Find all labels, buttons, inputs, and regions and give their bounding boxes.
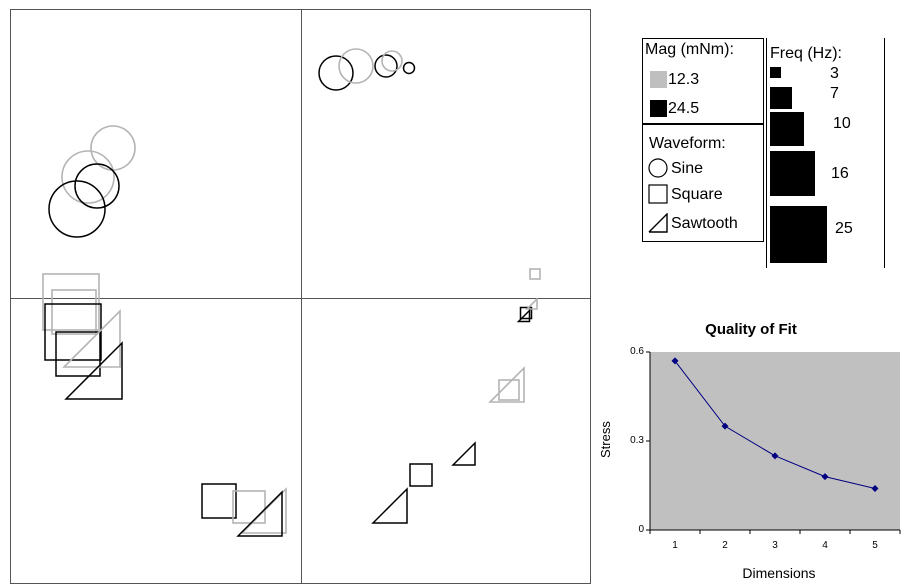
y-axis-label: Stress bbox=[598, 421, 613, 458]
stress-point-dim-3 bbox=[771, 452, 779, 460]
quality-of-fit-chart: Quality of Fit 0 0.3 0.6 1 2 3 4 5 Stres… bbox=[594, 308, 908, 584]
glyph-sine-black-1 bbox=[74, 163, 120, 209]
legend-frequency-right-rule bbox=[884, 38, 885, 268]
legend-waveform-title: Waveform: bbox=[649, 135, 726, 152]
legend-magnitude-swatch-light bbox=[650, 71, 667, 88]
glyph-sine-black-2 bbox=[48, 180, 106, 238]
legend-frequency: Freq (Hz): 3 7 10 16 25 bbox=[766, 38, 885, 268]
glyph-square-gray-3 bbox=[232, 490, 266, 524]
glyph-sine-black-3 bbox=[318, 55, 354, 91]
glyph-sawtooth-gray-3 bbox=[525, 297, 538, 310]
legend-frequency-label-10: 10 bbox=[833, 115, 851, 132]
legend-frequency-title: Freq (Hz): bbox=[770, 45, 842, 62]
legend-frequency-label-16: 16 bbox=[831, 165, 849, 182]
glyph-square-black-3 bbox=[201, 483, 237, 519]
x-tick-label-4: 4 bbox=[822, 540, 828, 551]
scatter-glyphs bbox=[42, 48, 541, 537]
legend-waveform-label-sine: Sine bbox=[671, 160, 704, 177]
glyph-sine-black-5 bbox=[402, 61, 416, 75]
glyph-sawtooth-black-4 bbox=[451, 441, 476, 466]
glyph-sawtooth-black-5 bbox=[371, 487, 408, 524]
plot-area bbox=[650, 352, 900, 530]
legend-frequency-left-rule bbox=[766, 38, 767, 268]
stress-point-dim-2 bbox=[721, 422, 729, 430]
quality-of-fit-plot bbox=[646, 351, 901, 534]
y-tick-label-2: 0.6 bbox=[630, 346, 644, 357]
legend-frequency-square-10 bbox=[770, 112, 804, 146]
scatter-frame bbox=[10, 9, 591, 584]
glyph-sawtooth-black-2 bbox=[236, 490, 283, 537]
legend-magnitude-swatch-dark bbox=[650, 100, 667, 117]
axis-ticks bbox=[646, 351, 901, 534]
glyph-sine-gray-4 bbox=[381, 50, 403, 72]
glyph-sine-gray-2 bbox=[61, 150, 115, 204]
glyph-square-gray-4 bbox=[529, 268, 541, 280]
glyph-sawtooth-gray-1 bbox=[62, 309, 121, 368]
legend-waveform: Waveform: Sine Square Sawtooth bbox=[642, 124, 764, 242]
glyph-square-black-4 bbox=[519, 306, 533, 320]
legend-magnitude-label-light: 12.3 bbox=[668, 71, 700, 88]
square-icon bbox=[648, 184, 668, 204]
glyph-square-black-2 bbox=[55, 331, 101, 377]
legend-waveform-label-sawtooth: Sawtooth bbox=[671, 215, 738, 232]
glyph-sawtooth-black-1 bbox=[64, 341, 123, 400]
stress-series-points bbox=[671, 357, 879, 492]
legend-magnitude-label-dark: 24.5 bbox=[668, 100, 700, 117]
glyph-square-black-5 bbox=[409, 463, 433, 487]
glyph-square-gray-2 bbox=[51, 289, 97, 335]
glyph-square-black-1 bbox=[44, 303, 102, 361]
y-tick-label-1: 0.3 bbox=[630, 435, 644, 446]
sawtooth-icon bbox=[648, 213, 668, 233]
x-axis-label: Dimensions bbox=[742, 565, 816, 581]
legend-magnitude-title: Mag (mNm): bbox=[645, 41, 734, 58]
legend-frequency-square-25 bbox=[770, 206, 827, 263]
glyph-sawtooth-black-3 bbox=[516, 308, 531, 323]
legend-waveform-label-square: Square bbox=[671, 186, 723, 203]
glyph-sawtooth-gray-4 bbox=[488, 366, 525, 403]
legend-frequency-square-7 bbox=[770, 87, 792, 109]
legend-frequency-label-25: 25 bbox=[835, 220, 853, 237]
stress-point-dim-5 bbox=[871, 484, 879, 492]
legend-magnitude: Mag (mNm): 12.3 24.5 bbox=[642, 38, 764, 124]
legend-frequency-square-16 bbox=[770, 151, 815, 196]
chart-title: Quality of Fit bbox=[705, 321, 797, 338]
stress-point-dim-1 bbox=[671, 357, 679, 365]
x-tick-label-2: 2 bbox=[722, 540, 728, 551]
x-tick-label-5: 5 bbox=[872, 540, 878, 551]
glyph-square-gray-5 bbox=[498, 379, 520, 401]
glyph-sine-black-4 bbox=[374, 54, 398, 78]
circle-icon bbox=[648, 158, 668, 178]
legend-frequency-square-3 bbox=[770, 67, 781, 78]
glyph-square-gray-1 bbox=[42, 273, 100, 331]
y-tick-label-0: 0 bbox=[638, 524, 644, 535]
x-tick-label-3: 3 bbox=[772, 540, 778, 551]
legend-frequency-label-3: 3 bbox=[830, 65, 839, 82]
glyph-sine-gray-3 bbox=[338, 48, 374, 84]
x-tick-label-1: 1 bbox=[672, 540, 678, 551]
stress-point-dim-4 bbox=[821, 473, 829, 481]
legend-frequency-label-7: 7 bbox=[830, 85, 839, 102]
